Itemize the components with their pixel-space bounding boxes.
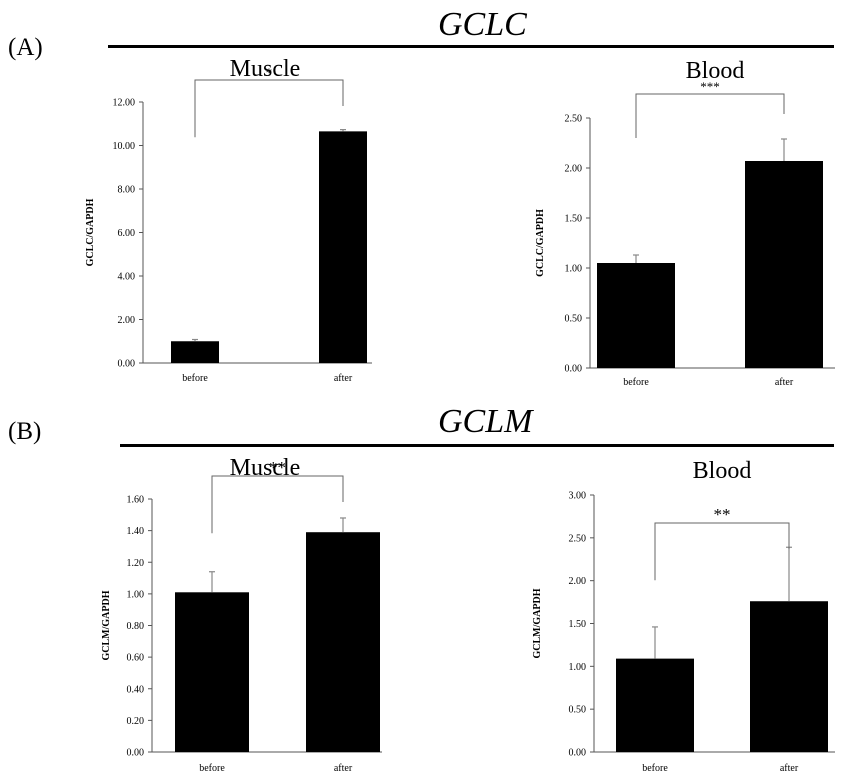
x-tick-label: after <box>780 763 799 774</box>
y-tick-label: 2.00 <box>565 164 583 175</box>
significance-label: ** <box>714 505 731 524</box>
significance-bracket <box>655 523 789 580</box>
y-tick-label: 0.50 <box>569 705 587 716</box>
y-tick-label: 1.00 <box>127 589 145 600</box>
bar <box>306 532 380 752</box>
significance-bracket <box>212 476 343 533</box>
x-tick-label: before <box>182 373 208 384</box>
y-tick-label: 4.00 <box>118 272 136 283</box>
bar <box>750 601 828 752</box>
significance-bracket <box>636 94 784 138</box>
bar <box>171 341 219 363</box>
y-axis-label: GCLM/GAPDH <box>532 588 543 658</box>
y-tick-label: 2.50 <box>565 114 583 125</box>
significance-bracket <box>195 80 343 137</box>
significance-label: *** <box>700 79 720 94</box>
y-tick-label: 2.00 <box>118 315 136 326</box>
y-tick-label: 0.00 <box>127 748 145 759</box>
x-tick-label: before <box>199 763 225 774</box>
y-tick-label: 6.00 <box>118 228 136 239</box>
significance-label: ** <box>269 458 286 477</box>
y-tick-label: 1.20 <box>127 558 145 569</box>
y-tick-label: 10.00 <box>113 141 136 152</box>
y-tick-label: 0.20 <box>127 716 145 727</box>
y-tick-label: 0.00 <box>569 748 587 759</box>
y-tick-label: 8.00 <box>118 185 136 196</box>
y-tick-label: 0.60 <box>127 653 145 664</box>
significance-label: * <box>266 65 273 80</box>
y-tick-label: 0.50 <box>565 314 583 325</box>
y-tick-label: 1.50 <box>565 214 583 225</box>
y-tick-label: 2.00 <box>569 576 587 587</box>
y-axis-label: GCLC/GAPDH <box>535 209 546 277</box>
x-tick-label: after <box>334 763 353 774</box>
y-tick-label: 0.00 <box>118 359 136 370</box>
y-axis-label: GCLC/GAPDH <box>85 198 96 266</box>
y-tick-label: 1.40 <box>127 526 145 537</box>
bar <box>745 161 823 368</box>
x-tick-label: before <box>623 377 649 388</box>
y-tick-label: 0.00 <box>565 364 583 375</box>
y-axis-label: GCLM/GAPDH <box>101 590 112 660</box>
y-tick-label: 1.00 <box>569 662 587 673</box>
bar <box>616 659 694 752</box>
y-tick-label: 3.00 <box>569 491 587 502</box>
bar <box>319 131 367 363</box>
y-tick-label: 1.60 <box>127 495 145 506</box>
bar <box>597 263 675 368</box>
x-tick-label: after <box>334 373 353 384</box>
x-tick-label: before <box>642 763 668 774</box>
y-tick-label: 0.80 <box>127 621 145 632</box>
y-tick-label: 2.50 <box>569 533 587 544</box>
y-tick-label: 1.00 <box>565 264 583 275</box>
y-tick-label: 0.40 <box>127 684 145 695</box>
y-tick-label: 12.00 <box>113 98 136 109</box>
x-tick-label: after <box>775 377 794 388</box>
y-tick-label: 1.50 <box>569 619 587 630</box>
bar <box>175 592 249 752</box>
